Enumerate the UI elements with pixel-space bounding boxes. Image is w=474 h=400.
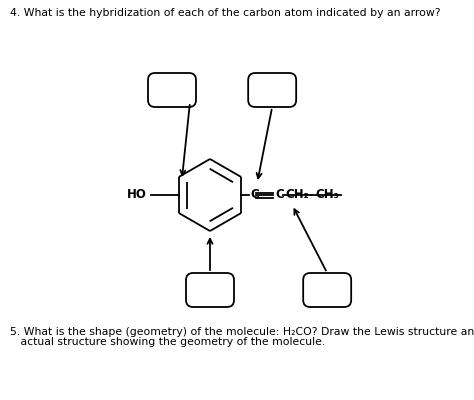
Text: 5. What is the shape (geometry) of the molecule: H₂CO? Draw the Lewis structure : 5. What is the shape (geometry) of the m… — [10, 327, 474, 337]
FancyBboxPatch shape — [303, 273, 351, 307]
Text: 4. What is the hybridization of each of the carbon atom indicated by an arrow?: 4. What is the hybridization of each of … — [10, 8, 440, 18]
Text: actual structure showing the geometry of the molecule.: actual structure showing the geometry of… — [10, 337, 325, 347]
Text: C: C — [275, 188, 284, 202]
FancyBboxPatch shape — [248, 73, 296, 107]
Text: CH₃: CH₃ — [315, 188, 339, 202]
FancyBboxPatch shape — [148, 73, 196, 107]
Text: C: C — [250, 188, 259, 202]
FancyBboxPatch shape — [186, 273, 234, 307]
Text: CH₂: CH₂ — [285, 188, 309, 202]
Text: HO: HO — [127, 188, 147, 202]
